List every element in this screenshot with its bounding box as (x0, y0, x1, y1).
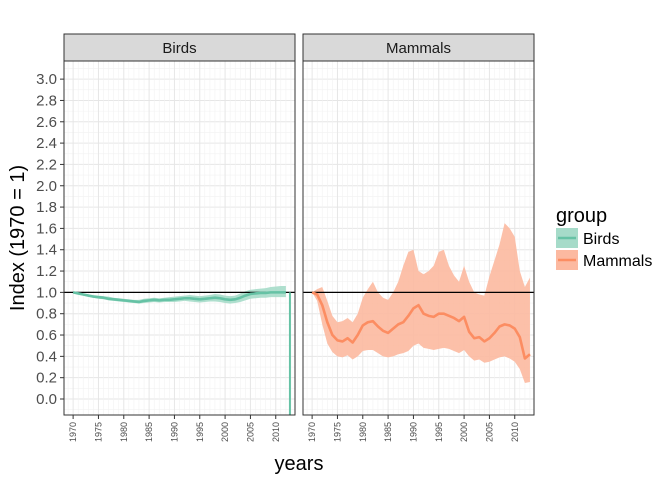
strip-label: Mammals (386, 40, 451, 57)
legend-label-birds: Birds (583, 231, 619, 248)
y-tick-label: 2.2 (36, 156, 57, 173)
x-tick-label: 2005 (245, 422, 255, 442)
legend-title: group (556, 205, 607, 227)
y-tick-label: 3.0 (36, 71, 57, 88)
x-tick-label: 1990 (408, 422, 418, 442)
confidence-band-mammals (312, 223, 530, 384)
x-tick-label: 2010 (510, 422, 520, 442)
y-tick-label: 0.6 (36, 327, 57, 344)
legend-item-mammals: Mammals (556, 250, 652, 270)
y-tick-label: 1.6 (36, 220, 57, 237)
x-tick-label: 2010 (271, 422, 281, 442)
y-tick-label: 2.6 (36, 114, 57, 131)
panels-layer: Birds 1970 1975 1980 1985 1990 1995 2000 2005 201… (63, 33, 535, 442)
y-tick-label: 0.4 (36, 348, 57, 365)
strip-birds (63, 33, 296, 62)
x-tick-label: 1985 (383, 422, 393, 442)
y-tick-label: 2.4 (36, 135, 57, 152)
legend-label-mammals: Mammals (583, 253, 652, 270)
strip-mammals (302, 33, 535, 62)
x-tick-label: 1975 (93, 422, 103, 442)
y-tick-label: 0.0 (36, 391, 57, 408)
legend-item-birds: Birds (556, 228, 619, 248)
x-tick-label: 2000 (220, 422, 230, 442)
panel-mammals: Mammals 1970 1975 1980 1985 1990 1995 2000 2005 2… (302, 33, 535, 442)
legend: group Birds Mammals (556, 205, 652, 270)
x-tick-label: 1995 (195, 422, 205, 442)
strip-label: Birds (162, 40, 196, 57)
panel-birds: Birds 1970 1975 1980 1985 1990 1995 2000 2005 201… (63, 33, 296, 442)
y-axis-title: Index (1970 = 1) (7, 165, 29, 311)
y-tick-label: 2.8 (36, 92, 57, 109)
y-tick-label: 2.0 (36, 178, 57, 195)
y-tick-label: 1.4 (36, 242, 57, 259)
x-axis-title: years (275, 453, 324, 475)
y-tick-label: 1.2 (36, 263, 57, 280)
x-tick-label: 1980 (358, 422, 368, 442)
x-tick-label: 1995 (434, 422, 444, 442)
x-tick-label: 1985 (144, 422, 154, 442)
x-tick-label: 2005 (484, 422, 494, 442)
y-axis: 0.0 0.2 0.4 0.6 0.8 1.0 1.2 1.4 1.6 1.8 2.0 2.2 2.4 2… (36, 71, 64, 408)
y-tick-label: 0.2 (36, 370, 57, 387)
x-tick-label: 1980 (119, 422, 129, 442)
x-tick-label: 1970 (307, 422, 317, 442)
series-line-birds (72, 291, 286, 304)
x-tick-label: 2000 (459, 422, 469, 442)
y-tick-label: 1.8 (36, 199, 57, 216)
x-tick-label: 1970 (68, 422, 78, 442)
panel-border (63, 60, 296, 416)
y-tick-label: 1.0 (36, 284, 57, 301)
gridlines (64, 61, 295, 415)
panel-border (302, 60, 535, 416)
y-tick-label: 0.8 (36, 306, 57, 323)
gridlines (303, 61, 534, 415)
series-line-mammals (311, 291, 531, 360)
x-tick-label: 1990 (169, 422, 179, 442)
x-tick-label: 1975 (332, 422, 342, 442)
